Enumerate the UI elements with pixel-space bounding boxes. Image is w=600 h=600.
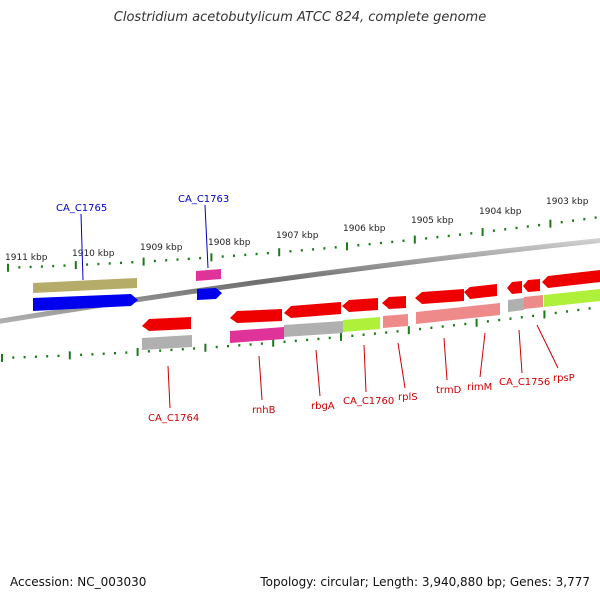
scale-label-1911: 1911 kbp <box>5 253 48 263</box>
gene-ca-c1763-cds[interactable] <box>196 269 221 281</box>
scale-label-1903: 1903 kbp <box>546 197 589 207</box>
label-ca-c1756[interactable]: CA_C1756 <box>499 377 550 388</box>
gene-ca-c1757-cds[interactable] <box>508 298 524 312</box>
gene-rpls-arrow[interactable] <box>382 296 406 309</box>
gene-ca-c1756-arrow[interactable] <box>523 279 540 292</box>
label-ca-c1764[interactable]: CA_C1764 <box>148 413 199 424</box>
scale-label-1906: 1906 kbp <box>343 224 386 234</box>
forward-strand <box>33 269 222 311</box>
reverse-strand <box>142 270 600 350</box>
label-rimm[interactable]: rimM <box>467 382 492 393</box>
gene-rpls-cds[interactable] <box>383 314 408 328</box>
label-rbga[interactable]: rbgA <box>311 401 335 412</box>
label-rnhb[interactable]: rnhB <box>252 405 276 416</box>
gene-ca-c1764-arrow[interactable] <box>142 317 191 331</box>
inner-scale <box>1 307 591 362</box>
gene-rimm-arrow[interactable] <box>464 284 497 299</box>
label-rpsp[interactable]: rpsP <box>553 373 575 384</box>
gene-ca-c1765-arrow[interactable] <box>33 294 138 311</box>
label-leaders <box>80 204 559 409</box>
map-title: Clostridium acetobutylicum ATCC 824, com… <box>113 10 487 25</box>
gene-ca-c1764-cds[interactable] <box>142 335 192 350</box>
scale-label-1905: 1905 kbp <box>411 216 454 226</box>
gene-trmd-arrow[interactable] <box>415 289 464 304</box>
scale-label-1909: 1909 kbp <box>140 243 183 253</box>
genome-summary: Topology: circular; Length: 3,940,880 bp… <box>260 575 590 589</box>
gene-ca-c1760-arrow[interactable] <box>342 298 378 312</box>
gene-ca-c1765-cds[interactable] <box>33 278 137 293</box>
label-ca-c1765[interactable]: CA_C1765 <box>56 203 107 214</box>
gene-rnhb-arrow[interactable] <box>230 309 282 323</box>
label-trmd[interactable]: trmD <box>436 385 462 396</box>
label-ca-c1760[interactable]: CA_C1760 <box>343 396 394 407</box>
gene-ca-c1760-cds[interactable] <box>343 317 380 332</box>
gene-ca-c1756-cds[interactable] <box>524 295 543 309</box>
gene-rbga-cds[interactable] <box>284 321 343 337</box>
gene-rbga-arrow[interactable] <box>284 302 341 318</box>
outer-scale <box>7 216 597 272</box>
scale-label-1904: 1904 kbp <box>479 207 522 217</box>
gene-ca-c1763-arrow[interactable] <box>197 288 222 300</box>
scale-label-1908: 1908 kbp <box>208 238 251 248</box>
gene-ca-c1757-arrow[interactable] <box>507 281 522 294</box>
gene-rnhb-cds[interactable] <box>230 327 284 343</box>
gene-trmd-rimm-cds[interactable] <box>416 303 500 324</box>
gene-rpsp-cds[interactable] <box>544 289 600 307</box>
label-rpls[interactable]: rplS <box>398 392 418 403</box>
scale-label-1907: 1907 kbp <box>276 231 319 241</box>
gene-rpsp-arrow[interactable] <box>542 270 600 288</box>
scale-label-1910: 1910 kbp <box>72 249 115 259</box>
accession-text: Accession: NC_003030 <box>10 575 147 589</box>
label-ca-c1763[interactable]: CA_C1763 <box>178 194 229 205</box>
